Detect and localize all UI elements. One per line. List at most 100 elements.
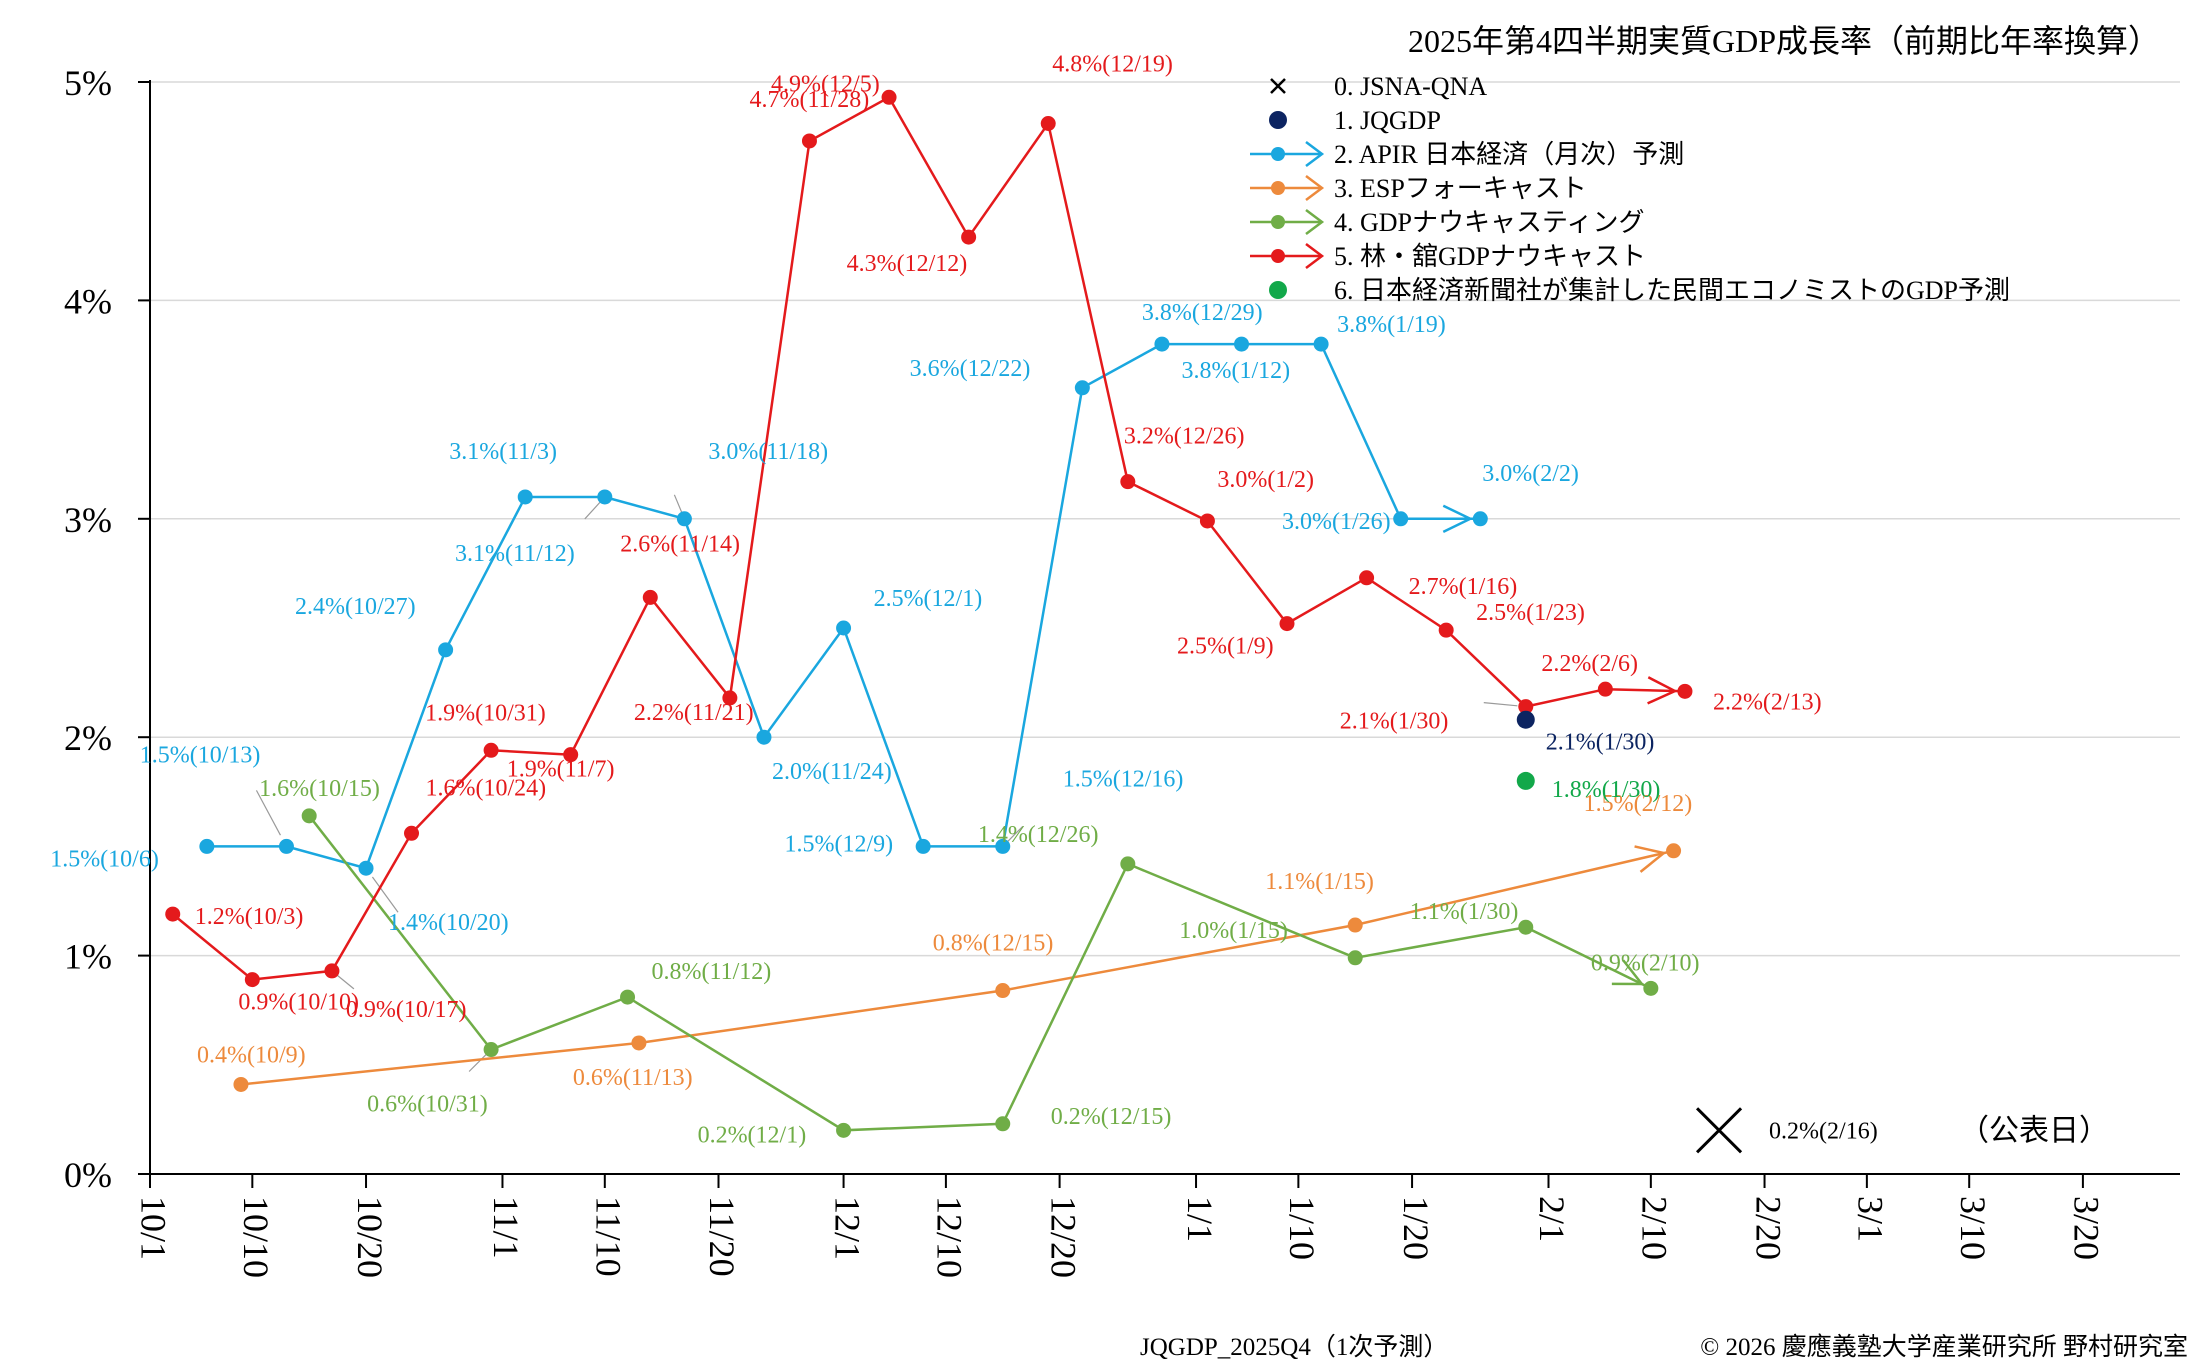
data-point [631, 1035, 647, 1051]
data-point [1597, 681, 1613, 697]
data-label: 1.5%(2/12) [1584, 791, 1693, 817]
data-label: 4.7%(11/28) [749, 87, 869, 113]
y-tick-label: 2% [64, 718, 112, 758]
legend-item: 6. 日本経済新聞社が集計した民間エコノミストのGDP予測 [1269, 276, 2010, 305]
data-label: 3.2%(12/26) [1124, 424, 1245, 450]
x-tick-label: 12/1 [827, 1196, 867, 1260]
axes [149, 80, 2180, 1175]
x-tick-label: 1/1 [1180, 1196, 1220, 1242]
data-label: 2.1%(1/30) [1546, 730, 1655, 756]
data-point [165, 906, 181, 922]
footer-copyright: © 2026 慶應義塾大学産業研究所 野村研究室 [1700, 1333, 2188, 1361]
data-label: 1.6%(10/24) [426, 775, 547, 801]
legend-arrow-head [1305, 175, 1325, 201]
series-5 [1516, 710, 1535, 729]
legend-dot-marker [1269, 111, 1287, 129]
data-label: 2.2%(11/21) [634, 700, 754, 726]
leader-line [1483, 702, 1518, 707]
data-point [1359, 570, 1375, 586]
data-point [1234, 336, 1250, 352]
data-label: 1.5%(12/9) [785, 831, 894, 857]
data-label: 3.0%(1/26) [1282, 509, 1391, 535]
data-point [915, 838, 931, 854]
y-tick-label: 3% [64, 500, 112, 540]
y-tick-label: 0% [64, 1155, 112, 1195]
data-point [517, 489, 533, 505]
data-point [1313, 336, 1329, 352]
data-point [1347, 950, 1363, 966]
legend-label: 0. JSNA-QNA [1334, 72, 1487, 101]
data-label: 2.1%(1/30) [1340, 709, 1449, 735]
series-1 [199, 336, 1488, 876]
series-line [171, 95, 1685, 981]
x-tick-label: 10/1 [134, 1196, 174, 1260]
data-point [801, 133, 817, 149]
x-tick-label: 2/1 [1532, 1196, 1572, 1242]
data-point [756, 729, 772, 745]
data-point [1666, 843, 1682, 859]
data-label: 3.0%(11/18) [708, 439, 828, 465]
data-point [642, 589, 658, 605]
data-point [1643, 980, 1659, 996]
data-label: 0.4%(10/9) [197, 1042, 306, 1068]
data-point [324, 963, 340, 979]
x-tick-label: 1/20 [1396, 1196, 1436, 1260]
legend-label: 1. JQGDP [1334, 106, 1441, 135]
data-label: 4.8%(12/19) [1052, 51, 1173, 77]
leader-line [1006, 825, 1024, 843]
data-label: 2.0%(11/24) [772, 759, 892, 785]
legend-label: 6. 日本経済新聞社が集計した民間エコノミストのGDP予測 [1334, 276, 2010, 305]
x-tick-label: 2/10 [1635, 1196, 1675, 1260]
x-tick-label: 11/1 [486, 1196, 526, 1259]
x-tick-label: 11/20 [702, 1196, 742, 1277]
data-point [404, 825, 420, 841]
series-group [165, 89, 1693, 1138]
legend-arrow-head [1305, 209, 1325, 235]
release-x-marker [1695, 1107, 1743, 1154]
data-label: 0.9%(10/10) [238, 990, 359, 1016]
data-point [1040, 115, 1056, 131]
data-point [1516, 710, 1535, 729]
data-point [1120, 856, 1136, 872]
x-tick-label: 3/10 [1953, 1196, 1993, 1260]
leader-line [255, 790, 281, 836]
data-label: 3.8%(1/19) [1337, 312, 1446, 338]
data-point [1154, 336, 1170, 352]
data-label: 0.9%(10/17) [346, 997, 467, 1023]
data-label: 3.6%(12/22) [910, 356, 1031, 382]
gridlines [150, 81, 2180, 957]
data-point [597, 489, 613, 505]
data-point [199, 838, 215, 854]
x-tick-label: 3/1 [1851, 1196, 1891, 1242]
data-point [1516, 771, 1535, 790]
data-point [1472, 511, 1488, 527]
legend-dot-marker [1271, 249, 1285, 263]
legend-x-marker [1270, 78, 1286, 94]
data-point [438, 642, 454, 658]
data-point [278, 838, 294, 854]
arrow-head [1442, 504, 1474, 533]
x-tick-label: 12/10 [930, 1196, 970, 1278]
data-label: 1.0%(1/15) [1179, 918, 1288, 944]
series-line [308, 815, 1652, 1132]
data-label: 1.8%(1/30) [1552, 777, 1661, 803]
data-label: 1.6%(10/15) [259, 776, 380, 802]
data-label: 1.4%(10/20) [388, 910, 509, 936]
legend-item: 5. 林・舘GDPナウキャスト [1250, 242, 1646, 271]
legend-item: 4. GDPナウキャスティング [1250, 208, 1644, 237]
legend-arrow-head [1305, 141, 1325, 167]
data-labels: 1.5%(10/6) 1.5%(10/13) 1.4%(10/20) 2.4%(10/… [50, 51, 1821, 1148]
data-label: 0.6%(11/13) [573, 1065, 693, 1091]
arrow-head [1611, 959, 1645, 986]
data-label: 1.9%(10/31) [425, 700, 546, 726]
data-point [961, 229, 977, 245]
data-label: 4.9%(12/5) [771, 71, 880, 97]
legend-item: 1. JQGDP [1269, 106, 1441, 135]
leader-line [335, 974, 355, 990]
data-point [233, 1076, 249, 1092]
release-label: 0.2%(2/16) [1769, 1118, 1878, 1144]
legend-label: 5. 林・舘GDPナウキャスト [1334, 242, 1646, 271]
data-point [995, 1116, 1011, 1132]
data-label: 1.1%(1/15) [1265, 869, 1374, 895]
data-point [1199, 513, 1215, 529]
